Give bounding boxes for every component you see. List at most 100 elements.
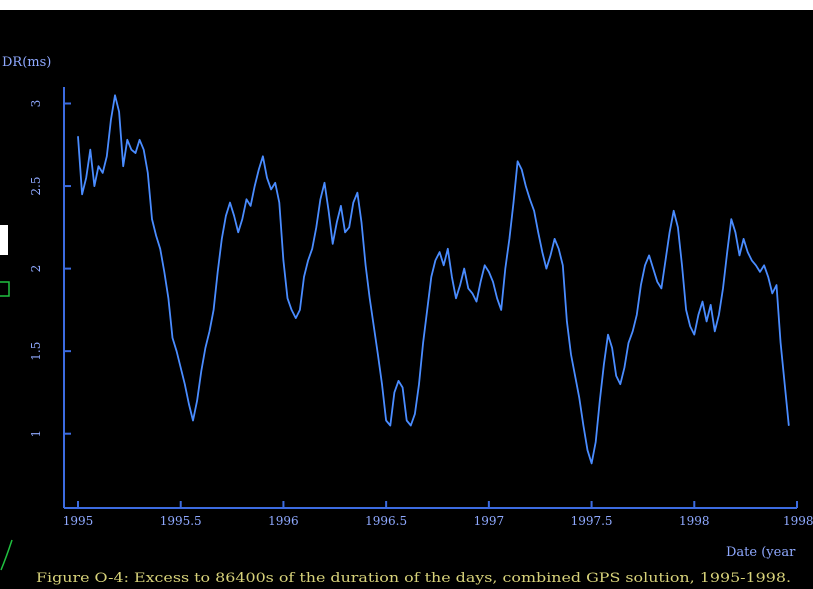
green-bracket-mark [0,281,10,297]
x-tick-label: 1995.5 [160,514,202,528]
data-point [636,314,638,316]
data-point [751,259,753,261]
data-point [541,251,543,253]
data-point [332,243,334,245]
data-point [525,185,527,187]
data-point [299,309,301,311]
data-point [126,139,128,141]
data-point [212,309,215,311]
data-point [348,226,350,228]
data-point [664,259,667,261]
data-point [143,149,145,151]
data-point [582,424,584,427]
data-point [508,238,510,240]
data-point [85,177,87,179]
data-point [180,367,182,369]
data-point [734,231,736,233]
data-point [385,419,387,422]
y-tick-label: 1.5 [29,342,43,361]
data-point [471,292,474,294]
data-point [755,264,757,266]
data-point [533,210,535,212]
data-point [512,201,515,204]
data-point [155,234,157,237]
data-point [336,221,338,223]
data-point [537,231,539,233]
data-point [393,391,395,394]
data-point [237,231,239,233]
data-point [730,218,732,220]
data-point [167,297,169,299]
data-point [455,297,457,299]
data-point [373,325,375,327]
data-point [245,198,248,200]
data-point [229,201,231,204]
data-point [344,231,346,233]
data-point [414,413,416,415]
figure-caption: Figure O-4: Excess to 86400s of the dura… [36,571,791,586]
data-point [282,259,285,261]
data-point [545,268,547,270]
data-point [693,334,695,336]
data-point [669,231,671,233]
x-tick-label: 1996.5 [365,514,407,528]
data-point [714,330,716,332]
data-point [660,287,663,290]
data-point [356,192,358,194]
x-tick-label: 1998 [679,514,710,528]
data-point [295,317,297,319]
data-point [718,314,720,316]
data-point [422,342,424,344]
data-point [274,182,276,184]
data-point [566,320,568,323]
data-point [97,165,100,167]
data-point [517,160,519,162]
data-point [204,347,206,349]
data-point [492,281,494,283]
data-point [360,221,363,223]
data-point [529,198,531,200]
data-point [480,281,482,283]
data-point [369,297,371,299]
data-point [278,201,280,204]
x-tick-label: 1997.5 [571,514,613,528]
left-edge-artifacts [0,225,13,571]
data-point [627,342,630,344]
data-point [233,215,235,217]
data-point [241,218,243,220]
data-point [784,383,786,385]
data-point [410,424,412,427]
chart-background [0,10,813,589]
y-tick-label: 1 [29,430,43,438]
data-point [147,172,149,174]
data-point [110,119,112,121]
data-point [611,347,613,349]
data-point [484,264,486,266]
data-point [291,309,293,311]
data-point [685,309,687,311]
data-point [586,449,589,451]
data-point [196,400,198,402]
data-point [558,248,560,250]
data-point [286,297,289,299]
data-point [763,264,765,266]
x-tick-label: 1998.5 [783,514,813,528]
axes [63,87,797,509]
data-point [221,238,223,240]
data-point [475,301,478,303]
white-edge-block [0,225,8,255]
data-point [192,419,194,422]
data-point [759,271,761,273]
data-point [599,400,601,402]
data-point [102,172,104,174]
data-point [590,462,593,465]
data-point [467,287,469,290]
data-point [266,177,268,179]
data-point [747,251,749,253]
data-point [328,210,330,212]
data-point [615,375,617,377]
data-point [742,238,745,240]
data-point [553,238,556,240]
data-point [81,193,83,195]
